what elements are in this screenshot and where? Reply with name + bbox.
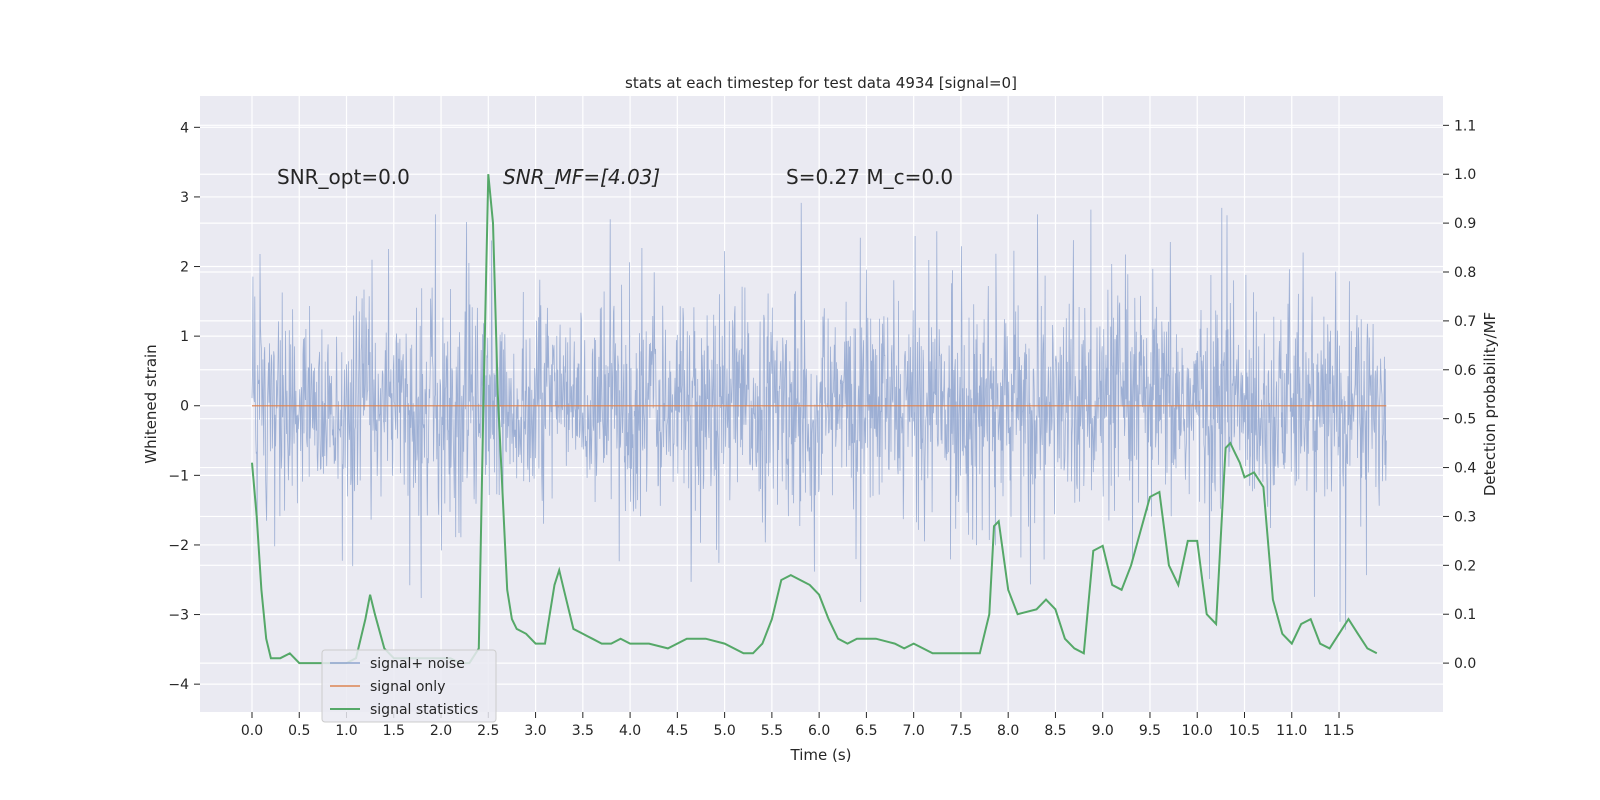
x-tick-label-5: 2.5	[477, 723, 499, 739]
y-tick-label-0: −4	[168, 677, 189, 693]
x-tick-label-18: 9.0	[1092, 723, 1114, 739]
y2-tick-label-11: 1.1	[1454, 118, 1476, 134]
x-tick-label-3: 1.5	[383, 723, 405, 739]
y2-tick-label-10: 1.0	[1454, 167, 1476, 183]
annotations: SNR_opt=0.0 SNR_MF=[4.03] S=0.27 M_c=0.0	[277, 165, 953, 189]
y-tick-label-5: 1	[180, 329, 189, 345]
x-tick-label-21: 10.5	[1229, 723, 1260, 739]
annotation-snr-mf: SNR_MF=[4.03]	[503, 165, 660, 189]
x-tick-label-11: 5.5	[761, 723, 783, 739]
x-tick-label-7: 3.5	[572, 723, 594, 739]
x-tick-label-19: 9.5	[1139, 723, 1161, 739]
y-tick-label-4: 0	[180, 399, 189, 415]
y2-tick-label-8: 0.8	[1454, 265, 1476, 281]
x-tick-label-0: 0.0	[241, 723, 263, 739]
y2-tick-label-0: 0.0	[1454, 656, 1476, 672]
x-tick-label-1: 0.5	[288, 723, 310, 739]
y-axis-label: Whitened strain	[142, 344, 160, 463]
series-signal-noise	[251, 202, 1387, 630]
chart-title: stats at each timestep for test data 493…	[625, 74, 1017, 92]
y2-axis-ticks: 0.0 0.1 0.2 0.3 0.4 0.5 0.6 0.7 0.8 0.9 1.0 1.1	[1443, 118, 1476, 672]
y-tick-label-8: 4	[180, 120, 189, 136]
y2-tick-label-2: 0.2	[1454, 558, 1476, 574]
y2-axis-label: Detection probability/MF	[1481, 312, 1499, 496]
y2-tick-label-5: 0.5	[1454, 412, 1476, 428]
x-axis-ticks: 0.0 0.5 1.0 1.5 2.0 2.5 3.0 3.5 4.0 4.5 5.0 5.5 6.0 6…	[241, 712, 1355, 739]
x-tick-label-6: 3.0	[524, 723, 546, 739]
y2-tick-label-9: 0.9	[1454, 216, 1476, 232]
x-tick-label-8: 4.0	[619, 723, 641, 739]
y2-tick-label-7: 0.7	[1454, 314, 1476, 330]
x-tick-label-22: 11.0	[1276, 723, 1307, 739]
annotation-s-mc: S=0.27 M_c=0.0	[786, 165, 953, 189]
y-axis-ticks: −4 −3 −2 −1 0 1 2 3 4	[168, 120, 200, 693]
y-tick-label-2: −2	[168, 538, 189, 554]
x-tick-label-23: 11.5	[1323, 723, 1354, 739]
y2-tick-label-6: 0.6	[1454, 363, 1476, 379]
x-tick-label-9: 4.5	[666, 723, 688, 739]
x-tick-label-14: 7.0	[903, 723, 925, 739]
x-tick-label-10: 5.0	[713, 723, 735, 739]
y-tick-label-7: 3	[180, 190, 189, 206]
x-tick-label-20: 10.0	[1182, 723, 1213, 739]
legend-label-signal-noise: signal+ noise	[370, 656, 465, 672]
x-tick-label-4: 2.0	[430, 723, 452, 739]
y-tick-label-3: −1	[168, 468, 189, 484]
y2-tick-label-3: 0.3	[1454, 509, 1476, 525]
x-axis-label: Time (s)	[790, 746, 852, 764]
legend-label-signal-statistics: signal statistics	[370, 702, 478, 718]
legend: signal+ noise signal only signal statist…	[321, 649, 497, 723]
x-tick-label-16: 8.0	[997, 723, 1019, 739]
x-tick-label-12: 6.0	[808, 723, 830, 739]
legend-box	[321, 649, 497, 723]
x-tick-label-13: 6.5	[855, 723, 877, 739]
annotation-snr-opt: SNR_opt=0.0	[277, 165, 410, 189]
y2-tick-label-4: 0.4	[1454, 461, 1476, 477]
y-tick-label-1: −3	[168, 608, 189, 624]
legend-label-signal-only: signal only	[370, 679, 445, 695]
x-tick-label-15: 7.5	[950, 723, 972, 739]
x-tick-label-2: 1.0	[335, 723, 357, 739]
y2-tick-label-1: 0.1	[1454, 607, 1476, 623]
x-tick-label-17: 8.5	[1044, 723, 1066, 739]
y-tick-label-6: 2	[180, 260, 189, 276]
